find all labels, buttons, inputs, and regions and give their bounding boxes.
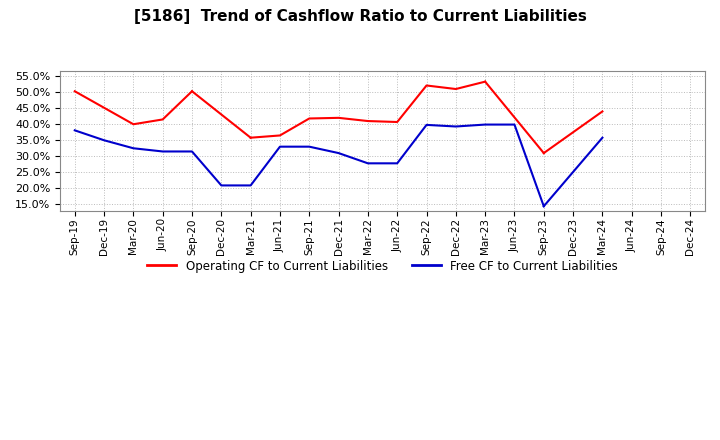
Legend: Operating CF to Current Liabilities, Free CF to Current Liabilities: Operating CF to Current Liabilities, Fre… — [142, 255, 623, 277]
Text: [5186]  Trend of Cashflow Ratio to Current Liabilities: [5186] Trend of Cashflow Ratio to Curren… — [134, 9, 586, 24]
